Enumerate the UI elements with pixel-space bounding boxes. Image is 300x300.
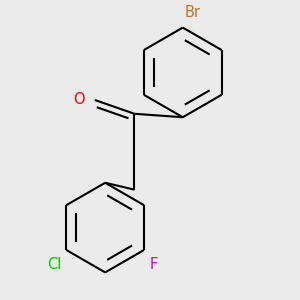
Text: O: O — [73, 92, 85, 107]
Text: F: F — [149, 257, 158, 272]
Text: Br: Br — [184, 5, 200, 20]
Text: Cl: Cl — [47, 257, 61, 272]
